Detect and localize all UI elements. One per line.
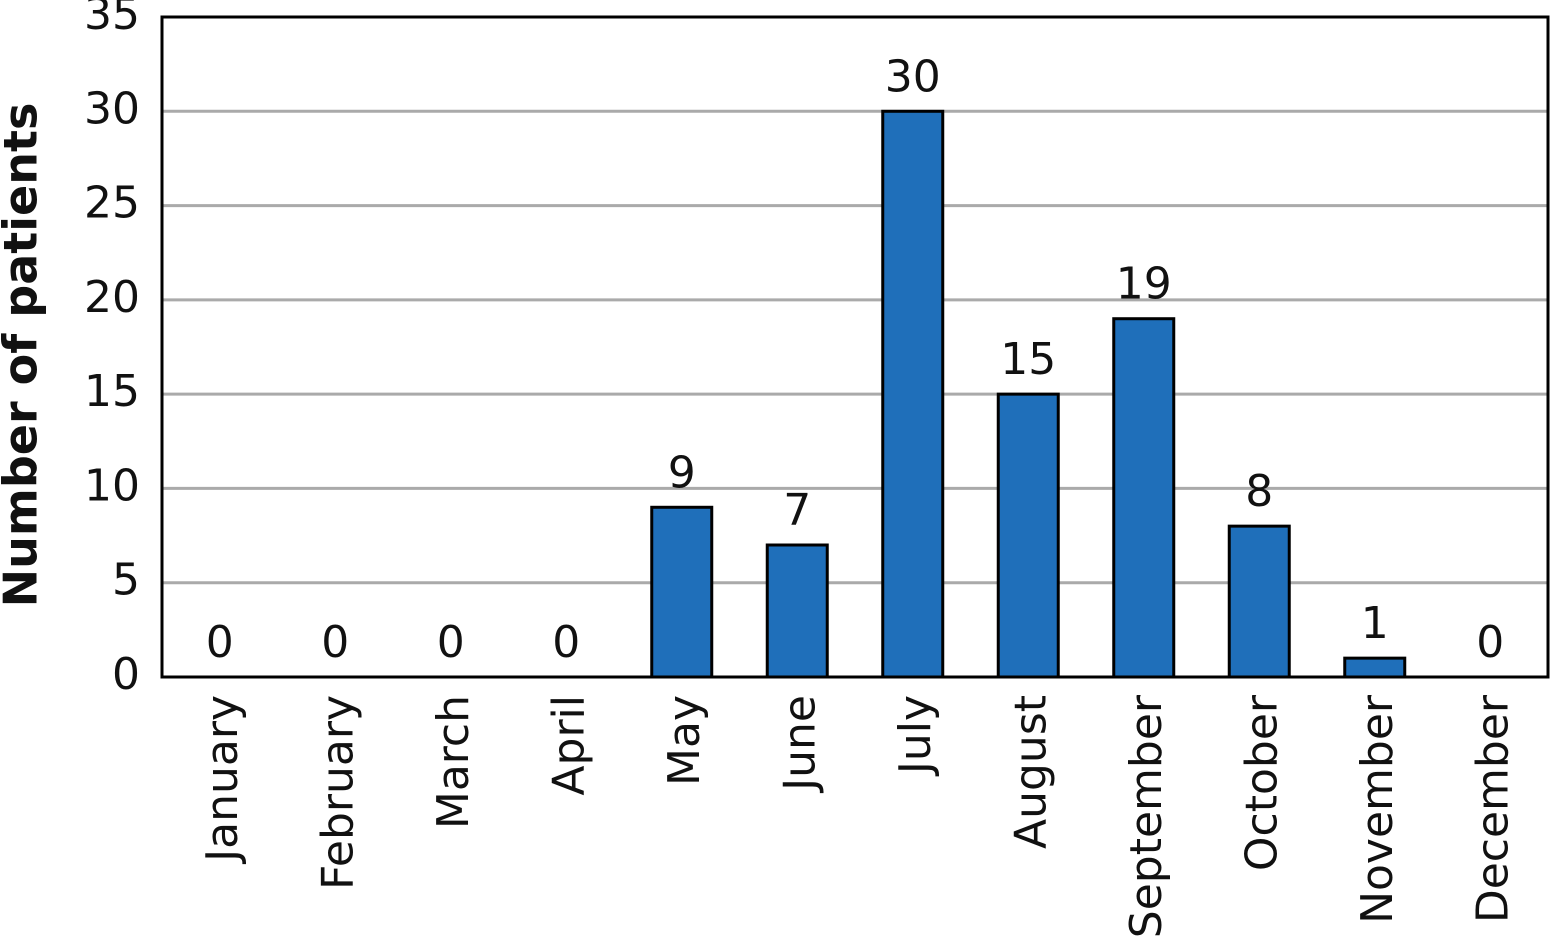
plot-border [160, 15, 1550, 679]
data-label: 0 [552, 617, 580, 668]
y-tick-label: 5 [112, 555, 140, 606]
y-tick-label: 0 [112, 649, 140, 700]
data-label: 0 [206, 617, 234, 668]
y-tick-label: 20 [84, 272, 140, 323]
x-tick-label: January [197, 695, 248, 865]
bar [1227, 524, 1291, 679]
bar [765, 543, 829, 679]
x-tick-label: April [543, 695, 594, 796]
bar [996, 392, 1060, 679]
x-tick-label: November [1352, 694, 1403, 924]
bar [881, 109, 945, 679]
x-tick-label: March [428, 695, 479, 829]
y-tick-label: 35 [84, 0, 140, 40]
data-label: 1 [1361, 598, 1389, 649]
x-tick-label: October [1236, 694, 1287, 871]
data-label: 19 [1116, 259, 1172, 310]
bar [650, 505, 714, 679]
data-label: 7 [783, 485, 811, 536]
data-label: 0 [321, 617, 349, 668]
data-label: 30 [885, 51, 941, 102]
data-label: 8 [1245, 466, 1273, 517]
bar [1112, 317, 1176, 679]
x-tick-label: May [659, 695, 710, 786]
x-tick-label: June [774, 695, 825, 794]
x-tick-label: December [1467, 694, 1518, 923]
x-tick-label: February [312, 695, 363, 890]
data-label: 9 [668, 447, 696, 498]
y-tick-label: 10 [84, 460, 140, 511]
data-label: 0 [437, 617, 465, 668]
y-tick-label: 15 [84, 366, 140, 417]
y-axis-label: Number of patients [0, 103, 48, 608]
y-tick-label: 30 [84, 83, 140, 134]
y-tick-label: 25 [84, 178, 140, 229]
bar [1343, 656, 1407, 679]
x-tick-label: September [1121, 694, 1172, 938]
data-label: 15 [1000, 334, 1056, 385]
x-tick-label: July [890, 695, 941, 777]
x-tick-label: August [1005, 695, 1056, 849]
data-label: 0 [1476, 617, 1504, 668]
